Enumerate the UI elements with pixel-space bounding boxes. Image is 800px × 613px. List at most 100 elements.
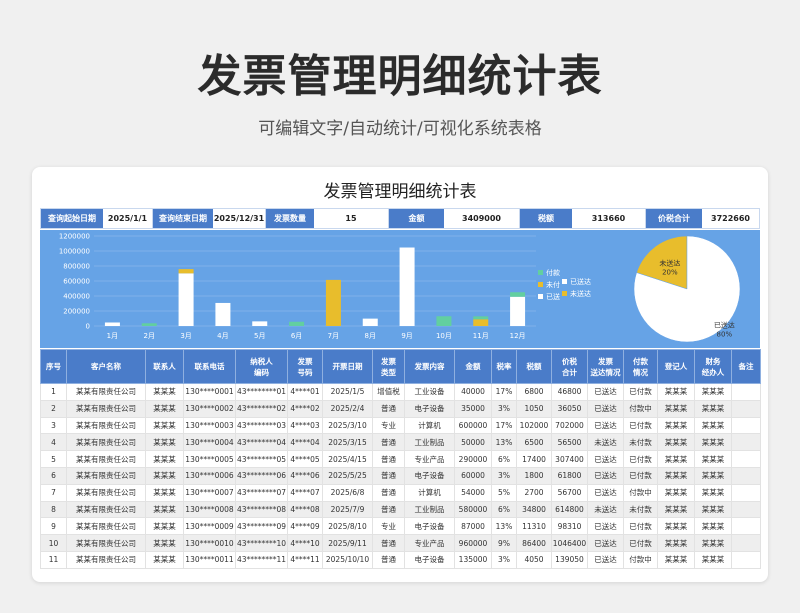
table-cell[interactable]: 960000	[454, 534, 492, 552]
table-cell[interactable]: 2025/10/10	[322, 550, 373, 569]
table-cell[interactable]	[731, 383, 761, 401]
table-cell[interactable]: 3%	[491, 466, 517, 485]
table-cell[interactable]: 4050	[516, 550, 552, 569]
table-cell[interactable]: 290000	[454, 450, 492, 468]
table-cell[interactable]: 4****03	[287, 416, 323, 435]
table-cell[interactable]: 6500	[516, 433, 552, 452]
table-cell[interactable]: 某某有限责任公司	[66, 399, 146, 418]
table-cell[interactable]: 2025/2/4	[322, 399, 373, 418]
table-cell[interactable]: 60000	[454, 466, 492, 485]
table-cell[interactable]: 电子设备	[404, 517, 455, 536]
table-cell[interactable]: 130****0011	[183, 550, 236, 569]
table-cell[interactable]: 工业制品	[404, 433, 455, 452]
table-cell[interactable]: 某某某	[145, 450, 184, 468]
table-cell[interactable]: 已送达	[587, 399, 624, 418]
table-cell[interactable]: 某某某	[657, 500, 695, 519]
table-cell[interactable]: 已付款	[623, 517, 658, 536]
table-cell[interactable]: 4****05	[287, 450, 323, 468]
table-cell[interactable]: 2025/6/8	[322, 483, 373, 502]
table-cell[interactable]: 43********10	[235, 534, 288, 552]
table-cell[interactable]: 43********04	[235, 433, 288, 452]
table-cell[interactable]: 某某有限责任公司	[66, 466, 146, 485]
table-cell[interactable]: 6%	[491, 450, 517, 468]
table-cell[interactable]: 1800	[516, 466, 552, 485]
table-cell[interactable]: 某某某	[694, 550, 732, 569]
table-cell[interactable]: 10	[40, 534, 67, 552]
table-cell[interactable]: 已送达	[587, 534, 624, 552]
table-cell[interactable]: 付款中	[623, 483, 658, 502]
table-cell[interactable]: 电子设备	[404, 550, 455, 569]
table-cell[interactable]: 139050	[551, 550, 588, 569]
table-cell[interactable]: 54000	[454, 483, 492, 502]
table-cell[interactable]: 3	[40, 416, 67, 435]
table-cell[interactable]: 已付款	[623, 466, 658, 485]
table-cell[interactable]: 1	[40, 383, 67, 401]
table-cell[interactable]: 某某某	[694, 433, 732, 452]
table-cell[interactable]: 7	[40, 483, 67, 502]
table-row[interactable]: 3 某某有限责任公司 某某某 130****0003 43********03 4****…	[40, 416, 761, 435]
table-cell[interactable]: 13%	[491, 517, 517, 536]
table-cell[interactable]: 普通	[372, 550, 405, 569]
table-cell[interactable]: 9	[40, 517, 67, 536]
table-cell[interactable]: 40000	[454, 383, 492, 401]
table-cell[interactable]: 4****01	[287, 383, 323, 401]
table-cell[interactable]: 4****11	[287, 550, 323, 569]
table-cell[interactable]: 电子设备	[404, 399, 455, 418]
table-cell[interactable]: 普通	[372, 433, 405, 452]
table-cell[interactable]: 某某某	[145, 534, 184, 552]
table-cell[interactable]: 3%	[491, 550, 517, 569]
table-cell[interactable]: 专业产品	[404, 450, 455, 468]
table-row[interactable]: 9 某某有限责任公司 某某某 130****0009 43********09 4****…	[40, 517, 761, 536]
table-cell[interactable]: 43********11	[235, 550, 288, 569]
table-cell[interactable]: 某某某	[657, 433, 695, 452]
table-cell[interactable]: 某某某	[145, 466, 184, 485]
table-cell[interactable]: 17400	[516, 450, 552, 468]
table-cell[interactable]: 4****07	[287, 483, 323, 502]
table-cell[interactable]: 11	[40, 550, 67, 569]
table-cell[interactable]: 某某某	[145, 550, 184, 569]
table-cell[interactable]: 专业	[372, 416, 405, 435]
table-row[interactable]: 10 某某有限责任公司 某某某 130****0010 43********10 4***…	[40, 534, 761, 552]
table-cell[interactable]: 某某某	[694, 500, 732, 519]
table-cell[interactable]: 4****06	[287, 466, 323, 485]
table-row[interactable]: 6 某某有限责任公司 某某某 130****0006 43********06 4****…	[40, 466, 761, 485]
table-cell[interactable]: 普通	[372, 399, 405, 418]
table-cell[interactable]: 4****04	[287, 433, 323, 452]
table-cell[interactable]: 130****0002	[183, 399, 236, 418]
table-cell[interactable]: 已付款	[623, 383, 658, 401]
table-cell[interactable]: 已送达	[587, 517, 624, 536]
table-cell[interactable]: 6%	[491, 500, 517, 519]
table-cell[interactable]: 计算机	[404, 416, 455, 435]
table-cell[interactable]	[731, 466, 761, 485]
table-cell[interactable]: 4****10	[287, 534, 323, 552]
table-cell[interactable]: 130****0006	[183, 466, 236, 485]
table-cell[interactable]: 某某有限责任公司	[66, 416, 146, 435]
table-cell[interactable]: 普通	[372, 500, 405, 519]
table-row[interactable]: 7 某某有限责任公司 某某某 130****0007 43********07 4****…	[40, 483, 761, 502]
table-cell[interactable]: 某某某	[145, 500, 184, 519]
table-cell[interactable]: 2025/5/25	[322, 466, 373, 485]
table-cell[interactable]: 56700	[551, 483, 588, 502]
table-cell[interactable]: 某某某	[694, 483, 732, 502]
table-cell[interactable]: 98310	[551, 517, 588, 536]
table-cell[interactable]: 工业制品	[404, 500, 455, 519]
table-cell[interactable]: 307400	[551, 450, 588, 468]
table-cell[interactable]: 5%	[491, 483, 517, 502]
table-cell[interactable]: 计算机	[404, 483, 455, 502]
table-cell[interactable]: 87000	[454, 517, 492, 536]
table-cell[interactable]: 8	[40, 500, 67, 519]
table-cell[interactable]: 未送达	[587, 500, 624, 519]
table-cell[interactable]: 3%	[491, 399, 517, 418]
table-cell[interactable]	[731, 500, 761, 519]
table-cell[interactable]: 61800	[551, 466, 588, 485]
table-cell[interactable]: 9%	[491, 534, 517, 552]
table-cell[interactable]: 已送达	[587, 450, 624, 468]
table-cell[interactable]: 某某某	[145, 433, 184, 452]
table-cell[interactable]: 6	[40, 466, 67, 485]
table-cell[interactable]: 2025/1/5	[322, 383, 373, 401]
table-cell[interactable]	[731, 534, 761, 552]
table-cell[interactable]: 某某某	[694, 416, 732, 435]
table-cell[interactable]: 130****0004	[183, 433, 236, 452]
table-cell[interactable]: 130****0001	[183, 383, 236, 401]
table-cell[interactable]: 某某某	[657, 550, 695, 569]
